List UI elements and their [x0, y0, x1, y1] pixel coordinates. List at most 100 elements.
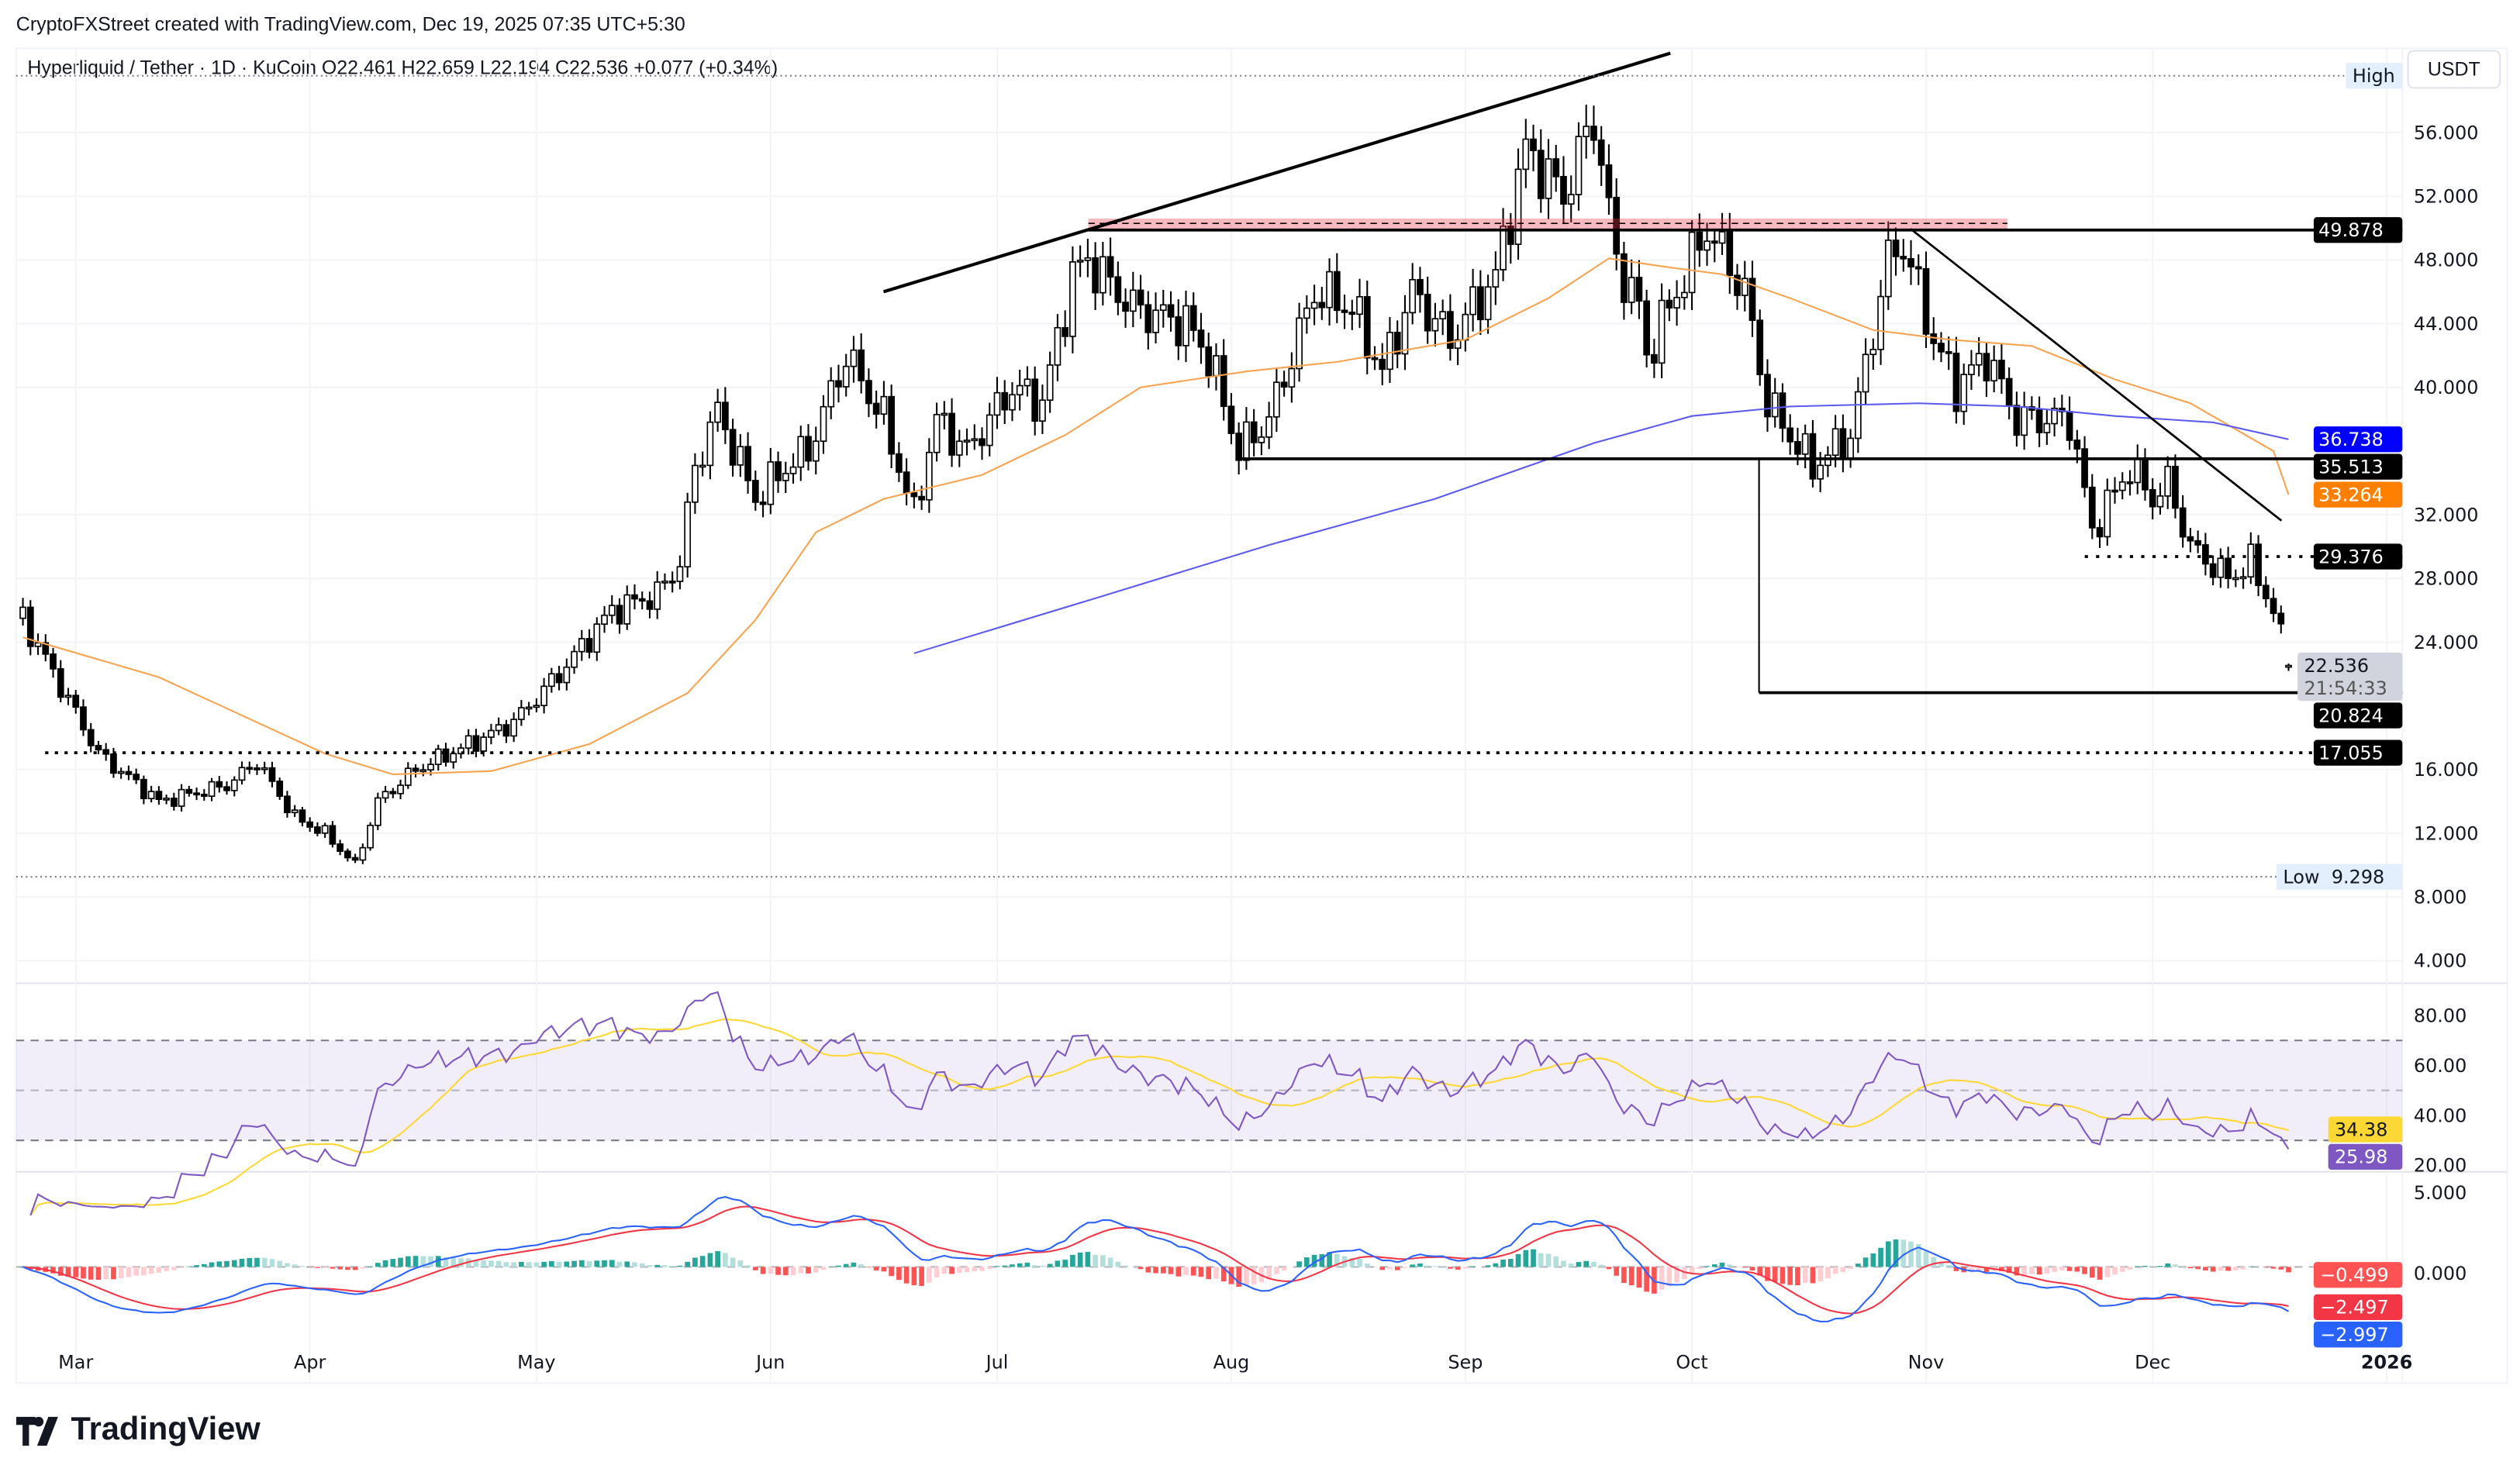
candle: [662, 581, 668, 583]
candle: [1221, 356, 1227, 406]
macd-histogram-bar: [1161, 1267, 1166, 1273]
candle: [1659, 301, 1665, 364]
candle: [1258, 437, 1264, 443]
candle: [1153, 310, 1158, 333]
macd-histogram-bar: [1183, 1267, 1189, 1275]
macd-histogram-bar: [821, 1267, 827, 1270]
candle: [337, 844, 343, 851]
candle: [730, 429, 736, 465]
candle: [2271, 598, 2277, 613]
candle: [737, 446, 743, 465]
candle: [533, 705, 539, 707]
candle: [186, 790, 192, 794]
macd-histogram-bar: [1523, 1250, 1528, 1267]
candle: [466, 736, 471, 748]
candle: [1553, 159, 1559, 177]
candle: [2256, 544, 2261, 585]
candle: [450, 753, 456, 762]
candle: [239, 767, 244, 780]
low-label: Low: [2283, 867, 2319, 888]
macd-histogram-bar: [1025, 1263, 1030, 1267]
macd-line: [23, 1197, 2289, 1322]
candle: [1251, 422, 1257, 442]
candle: [2241, 577, 2246, 578]
macd-histogram-bar: [1931, 1257, 1936, 1267]
macd-histogram-bar: [708, 1253, 713, 1267]
candle: [904, 472, 910, 493]
macd-histogram-bar: [965, 1267, 970, 1272]
candle: [1923, 269, 1928, 334]
last-price: 22.536: [2304, 655, 2369, 677]
candle: [1863, 354, 1869, 391]
candle: [2150, 490, 2156, 507]
candle: [2104, 490, 2110, 536]
macd-histogram-bar: [1455, 1267, 1461, 1270]
candle: [806, 436, 811, 460]
macd-histogram-bar: [1463, 1267, 1469, 1268]
candle: [2135, 458, 2140, 482]
candle: [481, 737, 486, 751]
candle: [1999, 360, 2004, 379]
candle: [1213, 356, 1219, 376]
candle: [1765, 374, 1770, 416]
candle: [1516, 169, 1521, 244]
macd-histogram-bar: [979, 1267, 985, 1270]
rsi-value: 34.38: [2335, 1119, 2387, 1140]
candle: [761, 502, 766, 505]
macd-histogram-bar: [504, 1262, 509, 1267]
macd-histogram-bar: [1433, 1266, 1438, 1267]
macd-histogram-bar: [1410, 1264, 1415, 1267]
candle: [670, 581, 675, 583]
macd-histogram-bar: [1296, 1261, 1302, 1267]
candle: [2127, 482, 2132, 484]
macd-histogram-bar: [738, 1260, 744, 1267]
macd-histogram-bar: [1493, 1263, 1499, 1267]
price-label: 33.264: [2318, 484, 2384, 505]
candle: [723, 402, 728, 429]
macd-histogram-bar: [844, 1264, 849, 1267]
candle: [398, 785, 403, 794]
macd-histogram-bar: [1116, 1262, 1121, 1267]
candle: [1561, 177, 1566, 204]
candle: [1946, 352, 1952, 353]
macd-histogram-bar: [987, 1267, 992, 1269]
macd-histogram-bar: [715, 1251, 720, 1267]
macd-histogram-bar: [1448, 1267, 1453, 1268]
candle: [889, 397, 894, 454]
macd-histogram-bar: [647, 1265, 653, 1267]
candle: [496, 725, 502, 730]
candle: [1198, 330, 1203, 347]
macd-histogram-bar: [488, 1260, 494, 1267]
price-label: 29.376: [2318, 546, 2384, 567]
candle: [1961, 374, 1966, 412]
candle: [436, 749, 441, 764]
macd-histogram-bar: [330, 1267, 336, 1268]
macd-histogram-bar: [1516, 1254, 1521, 1267]
candle: [927, 453, 932, 500]
candle: [390, 791, 395, 794]
candle: [1825, 455, 1831, 465]
candle: [1908, 259, 1914, 267]
macd-histogram-bar: [1251, 1267, 1257, 1284]
candle: [420, 770, 426, 771]
price-tick-label: 24.000: [2414, 632, 2479, 653]
low-value: 9.298: [2332, 867, 2384, 888]
macd-histogram-bar: [1886, 1241, 1891, 1267]
macd-histogram-bar: [1062, 1260, 1068, 1267]
candle: [1296, 318, 1302, 368]
candle: [1969, 365, 1974, 374]
price-tick-label: 52.000: [2414, 186, 2479, 208]
rsi-tick-label: 60.00: [2414, 1055, 2466, 1077]
macd-histogram-bar: [1123, 1266, 1128, 1267]
macd-histogram-bar: [300, 1266, 306, 1267]
candle: [202, 795, 207, 796]
candle: [1486, 287, 1491, 319]
macd-histogram-bar: [972, 1267, 977, 1271]
candle: [1886, 240, 1891, 297]
candle: [1636, 278, 1641, 301]
candle: [307, 822, 312, 827]
price-tick-label: 28.000: [2414, 568, 2479, 590]
macd-histogram-bar: [1440, 1266, 1445, 1267]
candle: [375, 798, 381, 825]
